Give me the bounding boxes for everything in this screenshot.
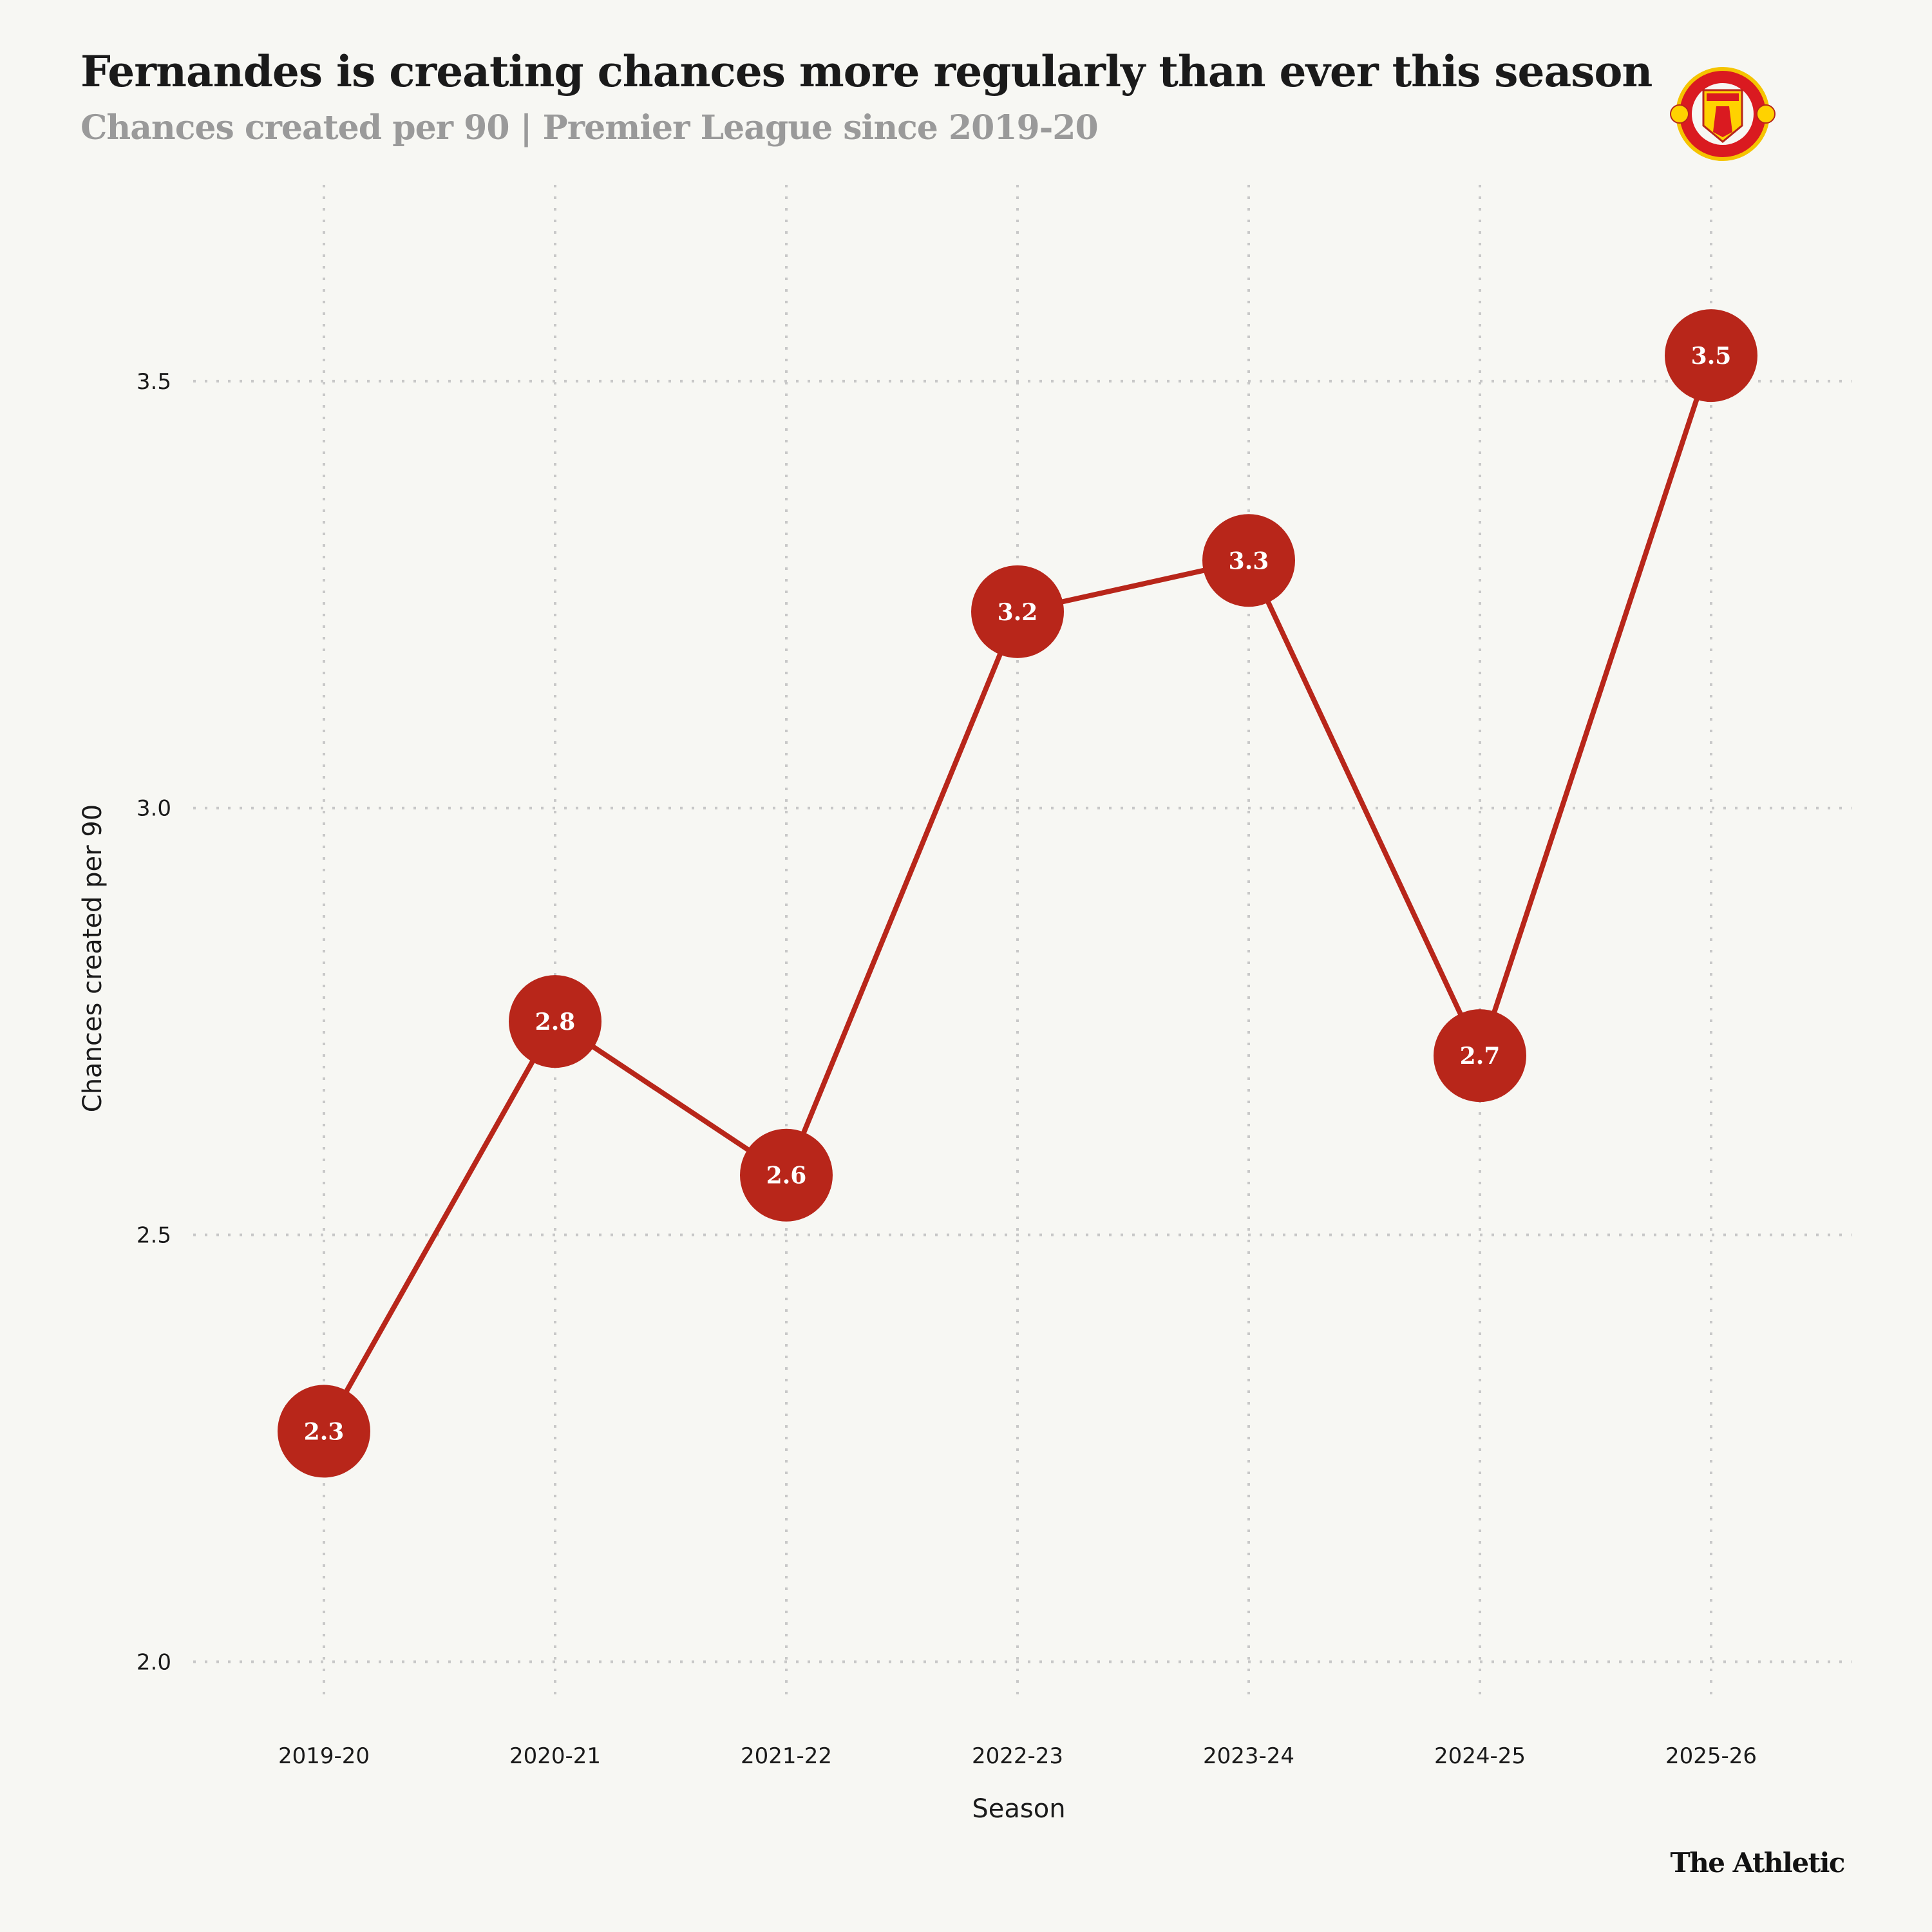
x-tick-label: 2024-25 (1434, 1743, 1526, 1769)
x-tick-label: 2021-22 (741, 1743, 832, 1769)
y-tick-label: 3.5 (137, 369, 171, 395)
data-point-marker (740, 1128, 833, 1222)
x-axis-label: Season (972, 1794, 1065, 1824)
y-axis-label: Chances created per 90 (78, 804, 108, 1112)
data-point-marker (1665, 309, 1757, 402)
x-tick-label: 2019-20 (278, 1743, 370, 1769)
data-point-marker (1434, 1009, 1526, 1103)
manchester-united-crest-logo (1670, 67, 1776, 161)
x-tick-label: 2022-23 (972, 1743, 1063, 1769)
publisher-credit: The Athletic (1670, 1847, 1845, 1879)
data-label: 3.2 (998, 599, 1038, 626)
data-point-marker (971, 565, 1064, 658)
chart-title: Fernandes is creating chances more regul… (80, 46, 1653, 97)
data-label: 3.5 (1691, 343, 1732, 370)
x-tick-label: 2023-24 (1203, 1743, 1294, 1769)
data-point-marker (509, 975, 601, 1068)
y-tick-label: 2.0 (137, 1649, 171, 1675)
y-tick-label: 3.0 (137, 796, 171, 822)
data-label: 2.8 (535, 1009, 576, 1036)
x-axis-ticks: 2019-20 2020-21 2021-22 2022-23 2023-24 2024-… (278, 1743, 1757, 1769)
y-axis-ticks: 2.0 2.5 3.0 3.5 (137, 369, 171, 1675)
data-point-marker (278, 1385, 370, 1478)
y-tick-label: 2.5 (137, 1223, 171, 1249)
data-label: 2.3 (304, 1418, 345, 1445)
grid (193, 185, 1852, 1700)
data-label: 2.7 (1460, 1043, 1501, 1070)
data-points: 2.3 2.8 2.6 3.2 3.3 2.7 3.5 (278, 309, 1757, 1478)
data-label: 2.6 (766, 1162, 807, 1189)
x-tick-label: 2025-26 (1665, 1743, 1757, 1769)
data-label: 3.3 (1229, 547, 1269, 574)
chart-subtitle: Chances created per 90 | Premier League … (80, 108, 1099, 147)
data-point-marker (1202, 514, 1295, 607)
x-tick-label: 2020-21 (509, 1743, 601, 1769)
